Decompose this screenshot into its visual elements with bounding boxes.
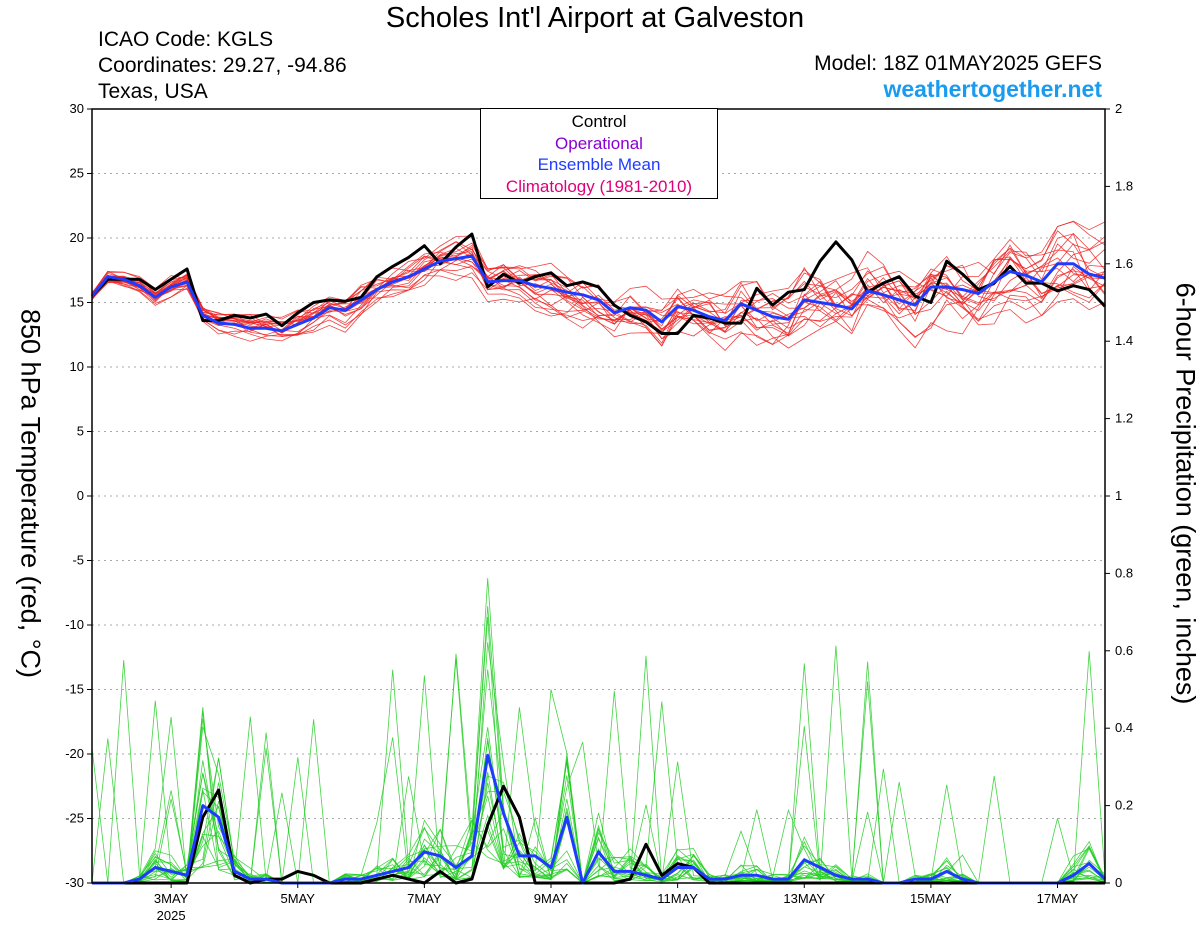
ensemble-mean-temperature-line bbox=[90, 254, 1106, 333]
axis-ticks: 302520151050-5-10-15-20-25-3021.81.61.41… bbox=[65, 101, 1133, 923]
legend: Control Operational Ensemble Mean Climat… bbox=[480, 108, 718, 199]
legend-operational: Operational bbox=[555, 133, 643, 153]
y-right-tick-label: 1.6 bbox=[1115, 256, 1133, 271]
grid-lines bbox=[92, 173, 1105, 819]
x-tick-label: 3MAY bbox=[154, 891, 189, 906]
temperature-member-line bbox=[91, 249, 1106, 326]
y-right-tick-label: 0.2 bbox=[1115, 798, 1133, 813]
y-left-tick-label: -20 bbox=[65, 746, 84, 761]
location: Texas, USA bbox=[98, 80, 208, 103]
x-tick-label: 13MAY bbox=[783, 891, 825, 906]
y-left-tick-label: -5 bbox=[72, 553, 84, 568]
y-axis-left-label: 850 hPa Temperature (red, °C) bbox=[15, 309, 46, 678]
y-right-tick-label: 1.2 bbox=[1115, 411, 1133, 426]
site-link[interactable]: weathertogether.net bbox=[883, 76, 1102, 102]
y-left-tick-label: 30 bbox=[70, 101, 84, 116]
x-tick-label: 5MAY bbox=[281, 891, 316, 906]
temperature-member-line bbox=[91, 251, 1106, 338]
y-right-tick-label: 1.8 bbox=[1115, 178, 1133, 193]
x-tick-label: 17MAY bbox=[1037, 891, 1079, 906]
y-right-tick-label: 0.4 bbox=[1115, 720, 1133, 735]
coordinates: Coordinates: 29.27, -94.86 bbox=[98, 54, 347, 77]
y-right-tick-label: 0.6 bbox=[1115, 643, 1133, 658]
y-left-tick-label: -10 bbox=[65, 617, 84, 632]
temperature-member-line bbox=[91, 235, 1106, 347]
precip-member-line bbox=[92, 675, 1106, 884]
precip-member-line bbox=[92, 707, 1106, 884]
precip-member-line bbox=[92, 605, 1106, 884]
precip-member-line bbox=[92, 645, 1106, 884]
x-tick-label: 9MAY bbox=[534, 891, 569, 906]
y-left-tick-label: 25 bbox=[70, 166, 84, 181]
y-left-tick-label: 15 bbox=[70, 295, 84, 310]
chart-title: Scholes Int'l Airport at Galveston bbox=[385, 2, 805, 34]
legend-ensemble-mean: Ensemble Mean bbox=[537, 155, 661, 174]
temperature-member-line bbox=[91, 232, 1106, 335]
y-left-tick-label: 0 bbox=[77, 488, 84, 503]
y-right-tick-label: 1.4 bbox=[1115, 333, 1133, 348]
y-left-tick-label: -30 bbox=[65, 875, 84, 890]
y-right-tick-label: 1 bbox=[1115, 488, 1122, 503]
y-right-tick-label: 0 bbox=[1115, 875, 1122, 890]
x-tick-sublabel: 2025 bbox=[157, 908, 186, 923]
precip-member-line bbox=[92, 642, 1106, 885]
x-tick-label: 15MAY bbox=[910, 891, 952, 906]
icao-code: ICAO Code: KGLS bbox=[98, 28, 274, 51]
x-tick-label: 11MAY bbox=[657, 891, 698, 906]
y-right-tick-label: 2 bbox=[1115, 101, 1122, 116]
legend-climatology: Climatology (1981-2010) bbox=[505, 176, 693, 196]
control-temperature-line bbox=[90, 232, 1107, 335]
temperature-member-line bbox=[91, 243, 1106, 335]
precip-member-line bbox=[91, 738, 1106, 884]
temperature-member-line bbox=[91, 230, 1106, 351]
y-right-tick-label: 0.8 bbox=[1115, 565, 1133, 580]
y-left-tick-label: 5 bbox=[77, 424, 84, 439]
ensemble-mean-precipitation-line bbox=[92, 753, 1107, 885]
precip-member-line bbox=[92, 616, 1106, 885]
y-left-tick-label: 20 bbox=[70, 230, 84, 245]
y-axis-right-label: 6-hour Precipitation (green, inches) bbox=[1170, 282, 1200, 705]
y-left-tick-label: 10 bbox=[70, 359, 84, 374]
x-tick-label: 7MAY bbox=[407, 891, 442, 906]
temperature-member-line bbox=[91, 220, 1106, 330]
y-left-tick-label: -15 bbox=[65, 682, 84, 697]
temperature-member-line bbox=[91, 241, 1106, 334]
y-left-tick-label: -25 bbox=[65, 811, 84, 826]
legend-control: Control bbox=[571, 112, 627, 131]
model-run: Model: 18Z 01MAY2025 GEFS bbox=[814, 52, 1102, 75]
precip-members bbox=[91, 578, 1106, 885]
